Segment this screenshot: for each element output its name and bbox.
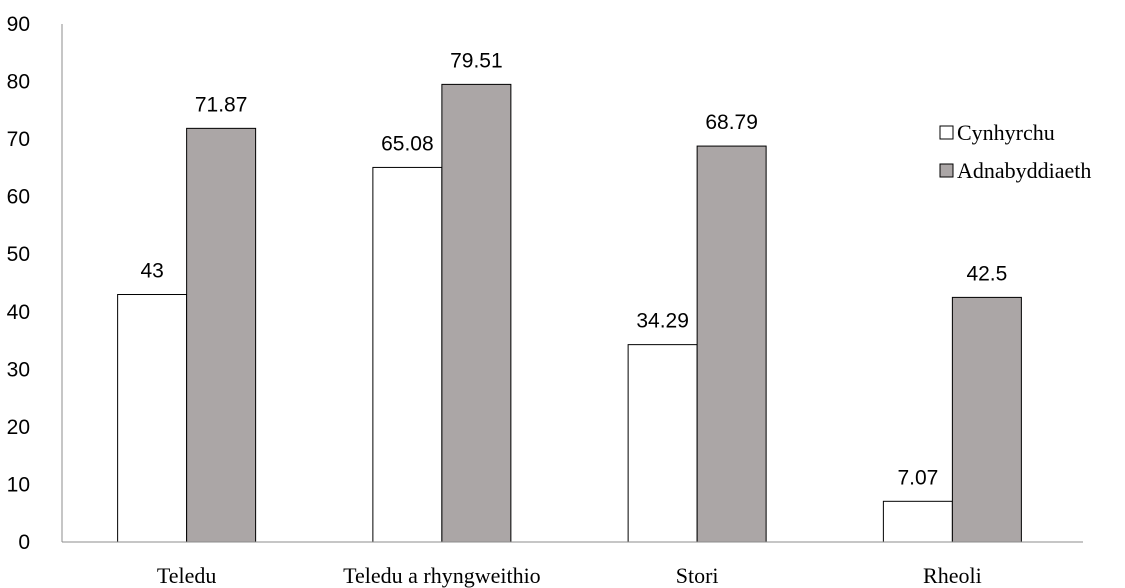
data-label-adnabyddiaeth-teledu: 71.87 <box>195 93 248 116</box>
data-label-adnabyddiaeth-stori: 68.79 <box>705 111 758 134</box>
x-tick-label: Stori <box>676 563 719 588</box>
bar-adnabyddiaeth-rheoli <box>951 296 1022 543</box>
y-tick-label: 20 <box>7 416 30 439</box>
bar-cynhyrchu-stori <box>627 344 698 543</box>
x-tick-label: Teledu <box>157 563 217 588</box>
legend: Cynhyrchu Adnabyddiaeth <box>939 120 1091 183</box>
data-label-adnabyddiaeth-teledu-a-rhyngweithio: 79.51 <box>450 49 503 72</box>
x-tick-label: Teledu a rhyngweithio <box>343 563 541 588</box>
bar-adnabyddiaeth-teledu-a-rhyngweithio <box>441 83 512 543</box>
bar-adnabyddiaeth-stori <box>696 145 767 543</box>
y-axis: 0 10 20 30 40 50 60 70 80 90 <box>7 13 63 554</box>
bar-group-stori: 34.29 68.79 <box>627 111 767 543</box>
y-tick-label: 40 <box>7 301 30 324</box>
bar-adnabyddiaeth-teledu <box>186 127 257 543</box>
y-tick-label: 80 <box>7 71 30 94</box>
data-label-cynhyrchu-teledu-a-rhyngweithio: 65.08 <box>381 132 434 155</box>
legend-label-cynhyrchu: Cynhyrchu <box>957 120 1055 145</box>
bar-group-teledu: 43 71.87 <box>117 93 257 543</box>
y-tick-label: 10 <box>7 473 30 496</box>
bars: 43 71.87 65.08 79.51 34.29 68.79 7.07 42.5 <box>117 49 1022 543</box>
bar-cynhyrchu-teledu-a-rhyngweithio <box>372 166 443 543</box>
legend-swatch-cynhyrchu <box>939 125 954 140</box>
y-tick-label: 60 <box>7 186 30 209</box>
data-label-cynhyrchu-stori: 34.29 <box>636 310 689 333</box>
y-tick-label: 30 <box>7 358 30 381</box>
y-tick-label: 50 <box>7 243 30 266</box>
y-tick-label: 0 <box>18 531 30 554</box>
bar-group-rheoli: 7.07 42.5 <box>882 262 1022 543</box>
bar-group-teledu-a-rhyngweithio: 65.08 79.51 <box>372 49 512 543</box>
legend-label-adnabyddiaeth: Adnabyddiaeth <box>957 158 1091 183</box>
x-axis: Teledu Teledu a rhyngweithio Stori Rheoli <box>62 541 1083 588</box>
bar-cynhyrchu-teledu <box>117 294 188 543</box>
data-label-cynhyrchu-rheoli: 7.07 <box>897 466 938 489</box>
x-tick-label: Rheoli <box>923 563 982 588</box>
data-label-cynhyrchu-teledu: 43 <box>140 260 163 283</box>
data-label-adnabyddiaeth-rheoli: 42.5 <box>966 262 1007 285</box>
y-tick-label: 70 <box>7 128 30 151</box>
legend-swatch-adnabyddiaeth <box>939 163 954 178</box>
bar-cynhyrchu-rheoli <box>882 500 953 543</box>
y-tick-label: 90 <box>7 13 30 36</box>
